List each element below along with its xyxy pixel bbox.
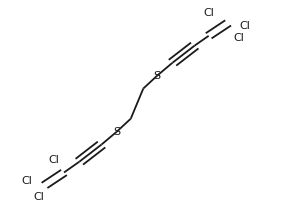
Text: S: S [113, 127, 121, 137]
Text: Cl: Cl [203, 8, 214, 18]
Text: Cl: Cl [21, 176, 32, 186]
Text: Cl: Cl [239, 21, 250, 31]
Text: Cl: Cl [33, 192, 44, 202]
Text: Cl: Cl [234, 33, 245, 43]
Text: S: S [154, 71, 161, 81]
Text: Cl: Cl [49, 155, 60, 165]
